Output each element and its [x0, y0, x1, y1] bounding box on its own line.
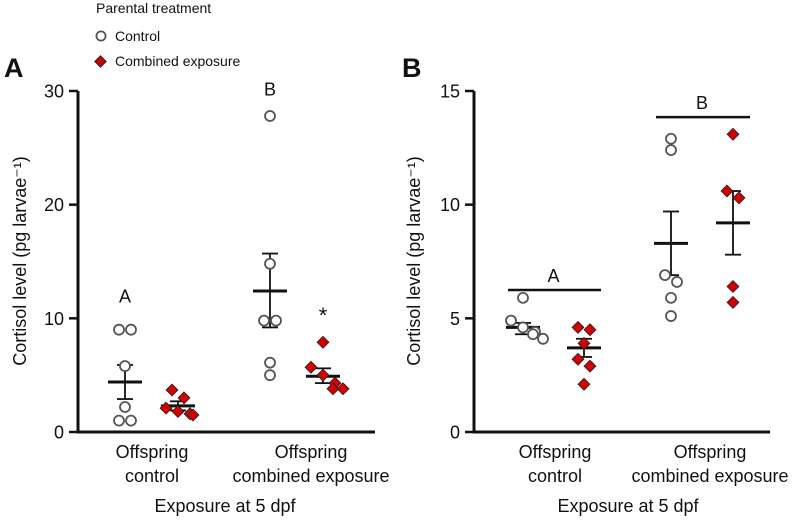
panel-b-y-tick-label: 5 — [450, 309, 460, 329]
control-data-point — [119, 401, 131, 413]
combined-exposure-data-point — [326, 382, 340, 396]
combined-exposure-data-point — [583, 323, 597, 337]
control-data-point — [125, 323, 137, 336]
control-data-point — [665, 291, 677, 304]
combined-exposure-data-point — [159, 401, 173, 415]
control-data-point — [665, 144, 677, 157]
combined-exposure-data-point — [571, 352, 585, 366]
panel-b-category-1-line1: Offspring — [519, 442, 592, 462]
panel-a-y-tick-label: 30 — [44, 82, 64, 102]
panel-a-category-1-line2: control — [125, 466, 179, 486]
combined-exposure-data-point — [583, 359, 597, 373]
panel-label-b: B — [402, 53, 422, 83]
combined-exposure-data-point — [577, 336, 591, 350]
significance-annotation: A — [547, 266, 559, 286]
control-data-point — [113, 323, 125, 336]
panel-b-category-2-line2: combined exposure — [631, 466, 788, 486]
panel-label-a: A — [4, 53, 24, 83]
panel-b-y-tick-label: 10 — [440, 195, 460, 215]
combined-exposure-data-point — [577, 377, 591, 391]
panel-a-category-2-line2: combined exposure — [232, 466, 389, 486]
combined-exposure-data-point — [732, 191, 746, 205]
legend: Parental treatment Control Combined expo… — [94, 0, 241, 69]
legend-control-label: Control — [115, 28, 160, 44]
control-data-point — [671, 276, 683, 288]
control-data-point — [113, 414, 125, 427]
combined-exposure-data-point — [171, 405, 185, 419]
significance-annotation: * — [319, 303, 328, 328]
legend-title: Parental treatment — [96, 0, 211, 16]
combined-exposure-data-point — [304, 360, 318, 374]
legend-combined-marker — [94, 55, 107, 68]
combined-exposure-data-point — [186, 408, 200, 422]
panel-a-category-1-line1: Offspring — [116, 442, 189, 462]
panel-b-y-tick-label: 15 — [440, 82, 460, 102]
control-data-point — [505, 314, 517, 327]
panel-b-plot: 0 5 10 15 A B — [440, 82, 770, 443]
panel-a-y-tick-label: 0 — [54, 423, 64, 443]
legend-combined-label: Combined exposure — [115, 53, 241, 69]
panel-b-y-axis-label: Cortisol level (pg larvae⁻¹) — [404, 156, 424, 366]
significance-annotation: B — [264, 80, 276, 100]
panel-b-category-1-line2: control — [528, 466, 582, 486]
control-data-point — [270, 314, 282, 327]
control-data-point — [125, 414, 137, 427]
combined-exposure-data-point — [720, 184, 734, 198]
control-data-point — [665, 132, 677, 145]
panel-a-y-tick-label: 20 — [44, 195, 64, 215]
combined-exposure-data-point — [726, 295, 740, 309]
control-data-point — [527, 328, 539, 341]
control-data-point — [517, 321, 529, 334]
control-data-point — [659, 269, 671, 282]
panel-a-y-axis-label: Cortisol level (pg larvae⁻¹) — [10, 156, 30, 366]
panel-b-y-tick-label: 0 — [450, 423, 460, 443]
control-data-point — [264, 369, 276, 382]
control-data-point — [517, 291, 529, 304]
significance-annotation: A — [119, 286, 131, 306]
legend-control-marker — [95, 30, 107, 42]
panel-a-y-tick-label: 10 — [44, 309, 64, 329]
combined-exposure-data-point — [726, 127, 740, 141]
panel-a: Cortisol level (pg larvae⁻¹) Exposure at… — [10, 80, 390, 516]
combined-exposure-data-point — [316, 368, 330, 382]
panel-a-plot: 0 10 20 30 A B * — [44, 80, 375, 443]
panel-b: Cortisol level (pg larvae⁻¹) Exposure at… — [404, 82, 789, 517]
combined-exposure-data-point — [316, 335, 330, 349]
combined-exposure-data-point — [177, 391, 191, 405]
panel-a-category-2-line1: Offspring — [275, 442, 348, 462]
control-data-point — [258, 314, 270, 327]
control-data-point — [119, 360, 131, 372]
significance-annotation: B — [696, 93, 708, 113]
control-data-point — [264, 356, 276, 369]
combined-exposure-data-point — [571, 320, 585, 334]
panel-b-category-2-line1: Offspring — [674, 442, 747, 462]
combined-exposure-data-point — [336, 382, 350, 396]
control-data-point — [665, 310, 677, 322]
combined-exposure-data-point — [165, 383, 179, 397]
control-data-point — [537, 332, 549, 345]
control-data-point — [264, 257, 276, 270]
combined-exposure-data-point — [726, 280, 740, 294]
panel-a-x-axis-label: Exposure at 5 dpf — [154, 496, 296, 516]
control-data-point — [264, 110, 276, 122]
panel-b-x-axis-label: Exposure at 5 dpf — [557, 496, 699, 516]
